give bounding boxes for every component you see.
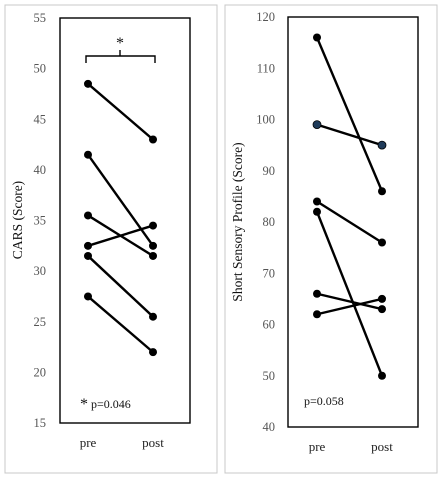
data-point bbox=[378, 187, 386, 196]
y-tick-label: 30 bbox=[34, 264, 47, 278]
data-point bbox=[377, 140, 387, 150]
series-line bbox=[315, 37, 384, 192]
panel-ssp: 40 50 60 70 80 90 100 110 120 Short Sensory Prof… bbox=[224, 4, 438, 474]
data-point bbox=[149, 312, 157, 321]
x-tick-label: pre bbox=[309, 439, 326, 454]
y-tick-label: 110 bbox=[257, 61, 275, 75]
data-point bbox=[312, 120, 322, 130]
y-tick-label: 50 bbox=[263, 369, 276, 383]
series-line bbox=[87, 295, 154, 354]
data-point bbox=[378, 371, 386, 380]
data-point bbox=[84, 241, 92, 250]
y-tick-label: 45 bbox=[34, 112, 47, 126]
y-axis-ticks: 15 20 25 30 35 40 45 50 55 bbox=[34, 11, 47, 430]
series-line bbox=[316, 200, 383, 244]
y-axis-ticks: 40 50 60 70 80 90 100 110 120 bbox=[256, 10, 275, 434]
plot-area bbox=[287, 16, 419, 428]
y-tick-label: 15 bbox=[34, 416, 47, 430]
plot-area bbox=[59, 17, 191, 424]
data-point bbox=[84, 150, 92, 159]
y-tick-label: 20 bbox=[34, 365, 47, 379]
data-point bbox=[84, 292, 92, 301]
p-value-label: p=0.058 bbox=[304, 394, 344, 408]
data-point bbox=[313, 310, 321, 319]
series-lines bbox=[312, 33, 387, 380]
y-tick-label: 100 bbox=[256, 113, 275, 127]
data-point bbox=[313, 33, 321, 42]
data-point bbox=[149, 241, 157, 250]
y-tick-label: 40 bbox=[34, 163, 47, 177]
series-line bbox=[315, 211, 384, 377]
series-line bbox=[316, 292, 383, 311]
data-point bbox=[378, 238, 386, 247]
x-tick-label: pre bbox=[80, 435, 97, 450]
data-point bbox=[84, 211, 92, 220]
y-tick-label: 50 bbox=[34, 62, 47, 76]
y-tick-label: 120 bbox=[256, 10, 275, 24]
y-tick-label: 55 bbox=[34, 11, 47, 25]
series-line bbox=[87, 153, 154, 247]
data-point bbox=[313, 207, 321, 216]
y-tick-label: 90 bbox=[263, 164, 276, 178]
panel-cars: 15 20 25 30 35 40 45 50 55 CARS (Score) pre post… bbox=[4, 4, 218, 474]
data-point bbox=[149, 348, 157, 357]
x-tick-label: post bbox=[142, 435, 164, 450]
data-point bbox=[149, 135, 157, 144]
y-tick-label: 40 bbox=[263, 420, 276, 434]
data-point bbox=[378, 294, 386, 303]
series-line bbox=[87, 255, 154, 318]
data-point bbox=[149, 251, 157, 260]
y-axis-label: Short Sensory Profile (Score) bbox=[230, 142, 245, 301]
x-tick-label: post bbox=[371, 439, 393, 454]
significance-star: * bbox=[116, 35, 124, 52]
y-tick-label: 25 bbox=[34, 315, 47, 329]
series-line bbox=[316, 297, 383, 316]
series-line bbox=[87, 82, 154, 141]
y-tick-label: 35 bbox=[34, 214, 47, 228]
y-axis-label: CARS (Score) bbox=[10, 181, 25, 259]
y-tick-label: 70 bbox=[263, 266, 276, 280]
series-line bbox=[316, 123, 383, 147]
p-value-star: * bbox=[80, 396, 88, 413]
data-point bbox=[84, 251, 92, 260]
data-point bbox=[313, 289, 321, 298]
series-lines bbox=[84, 79, 157, 357]
y-tick-label: 60 bbox=[263, 318, 276, 332]
data-point bbox=[149, 221, 157, 230]
p-value-label: p=0.046 bbox=[91, 397, 131, 411]
data-point bbox=[84, 79, 92, 88]
data-point bbox=[378, 305, 386, 314]
series-line bbox=[87, 224, 154, 247]
y-tick-label: 80 bbox=[263, 215, 276, 229]
data-point bbox=[313, 197, 321, 206]
